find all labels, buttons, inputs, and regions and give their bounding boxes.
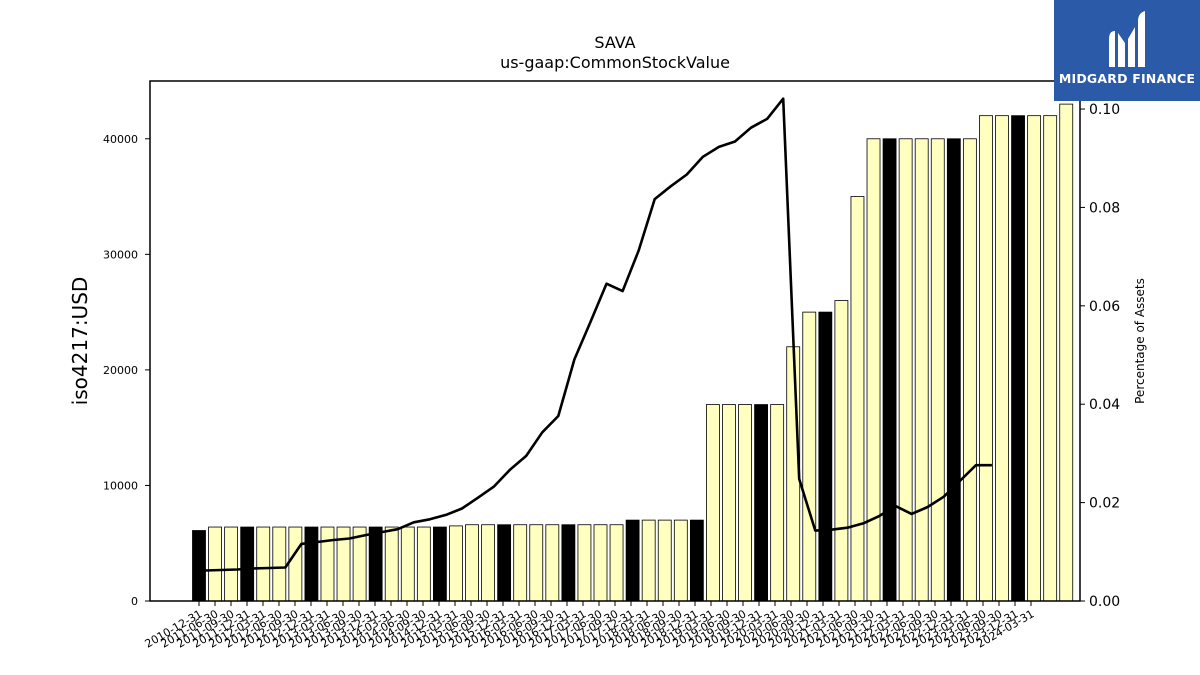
bar (288, 526, 303, 602)
bar (224, 526, 239, 602)
y2-tick-label: 0.06 (1089, 299, 1120, 315)
chart-title: SAVA (594, 33, 635, 52)
bar (850, 196, 865, 602)
bar (561, 524, 576, 602)
bar (256, 526, 271, 602)
y2-tick-label: 0.08 (1089, 200, 1120, 216)
bar (384, 526, 399, 602)
bar (545, 524, 560, 602)
midgard-logo-icon (1109, 11, 1145, 67)
bar (272, 526, 287, 602)
bar (898, 138, 913, 602)
bar (946, 138, 961, 602)
bar (802, 311, 817, 602)
bar (1011, 115, 1025, 602)
line-series (204, 97, 992, 572)
brand-name: MIDGARD FINANCE (1058, 71, 1196, 86)
bar (706, 404, 720, 602)
bar (770, 404, 785, 602)
bar (481, 524, 495, 602)
y2-axis-label: Percentage of Assets (1133, 278, 1147, 404)
bar (834, 300, 849, 602)
bar (497, 524, 512, 602)
bar (208, 526, 222, 602)
y-axis: 0 10000 20000 30000 40000 (103, 133, 150, 608)
bar (304, 526, 319, 602)
bar (593, 524, 608, 602)
bar (416, 526, 431, 602)
bar (1043, 115, 1058, 602)
bar (449, 525, 463, 602)
bar (641, 519, 656, 602)
bar (513, 524, 528, 602)
bar (738, 404, 752, 602)
brand-logo: MIDGARD FINANCE (1054, 0, 1200, 101)
bar (962, 138, 977, 602)
y-tick-label: 10000 (103, 479, 138, 492)
bar (930, 138, 945, 602)
bar (320, 526, 335, 602)
bar (465, 524, 479, 602)
bar (529, 524, 544, 602)
y2-tick-label: 0.00 (1089, 594, 1120, 610)
y2-tick-label: 0.02 (1089, 496, 1120, 512)
bar (689, 519, 704, 602)
bar (657, 519, 672, 602)
bar (818, 311, 833, 602)
bar (1059, 103, 1074, 602)
percentage-line (204, 97, 992, 572)
y-tick-label: 40000 (103, 133, 138, 146)
y2-tick-label: 0.04 (1089, 397, 1120, 413)
bar (1027, 115, 1042, 602)
bar (866, 138, 881, 602)
bar (400, 526, 415, 602)
bar (625, 519, 640, 602)
bar (577, 524, 592, 602)
bar (192, 530, 206, 602)
bar (882, 138, 897, 602)
y2-axis: 0.00 0.02 0.04 0.06 0.08 0.10 (1080, 102, 1120, 610)
y-tick-label: 30000 (103, 248, 138, 261)
y2-tick-label: 0.10 (1089, 102, 1120, 118)
bar (995, 115, 1009, 602)
bar (240, 526, 255, 602)
bar (754, 404, 768, 602)
y-tick-label: 0 (131, 595, 138, 608)
bar-series (192, 103, 1074, 602)
y-tick-label: 20000 (103, 364, 138, 377)
bar (979, 115, 993, 602)
bar (673, 519, 688, 602)
bar (722, 404, 736, 602)
bar (368, 526, 383, 602)
y-axis-label: iso4217:USD (68, 277, 92, 406)
chart-subtitle: us-gaap:CommonStockValue (500, 53, 730, 72)
bar (914, 138, 929, 602)
x-axis: 2010-12-312011-06-302011-09-302011-12-31… (143, 601, 1037, 651)
bar (609, 524, 624, 602)
bar (432, 526, 447, 602)
